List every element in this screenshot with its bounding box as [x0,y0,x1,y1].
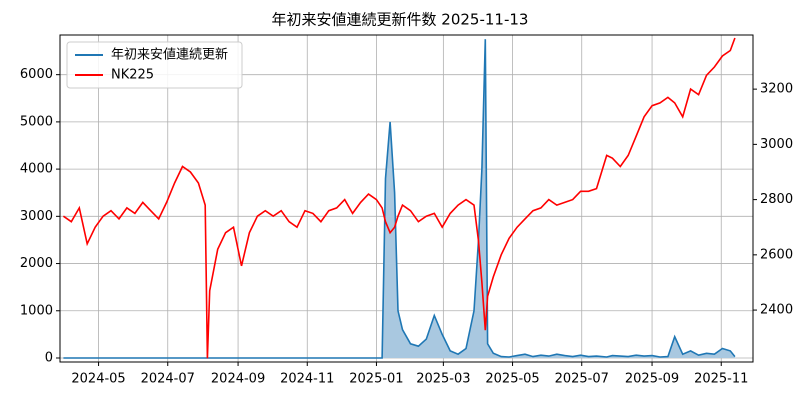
legend-label: NK225 [111,68,154,83]
x-tick-label: 2025-05 [485,372,539,387]
x-tick-label: 2025-07 [555,372,609,387]
y-tick-label: 0 [45,350,53,365]
y2-tick-label: 2400 [760,303,793,318]
y2-tick-label: 3000 [760,137,793,152]
x-tick-label: 2024-07 [141,372,195,387]
y-tick-label: 5000 [20,114,53,129]
legend-box [66,41,243,89]
series-line [63,39,736,359]
x-tick-label: 2024-05 [71,372,125,387]
chart-title: 年初来安値連続更新件数 2025-11-13 [272,11,529,29]
x-tick-label: 2024-09 [211,372,265,387]
y-tick-label: 3000 [20,209,53,224]
y-tick-label: 2000 [20,256,53,271]
x-tick-label: 2025-11 [694,372,748,387]
y2-tick-label: 2800 [760,192,793,207]
y-tick-label: 4000 [20,162,53,177]
x-tick-label: 2024-11 [280,372,334,387]
series-line [62,37,736,359]
x-tick-label: 2025-03 [416,372,470,387]
y2-tick-label: 3200 [760,82,793,97]
legend-label: 年初来安値連続更新 [111,47,228,63]
x-tick-label: 2025-09 [625,372,679,387]
plot-frame [59,34,754,363]
y-tick-label: 1000 [20,303,53,318]
x-tick-label: 2025-01 [349,372,403,387]
y2-tick-label: 2600 [760,247,793,262]
y-tick-label: 6000 [20,67,53,82]
